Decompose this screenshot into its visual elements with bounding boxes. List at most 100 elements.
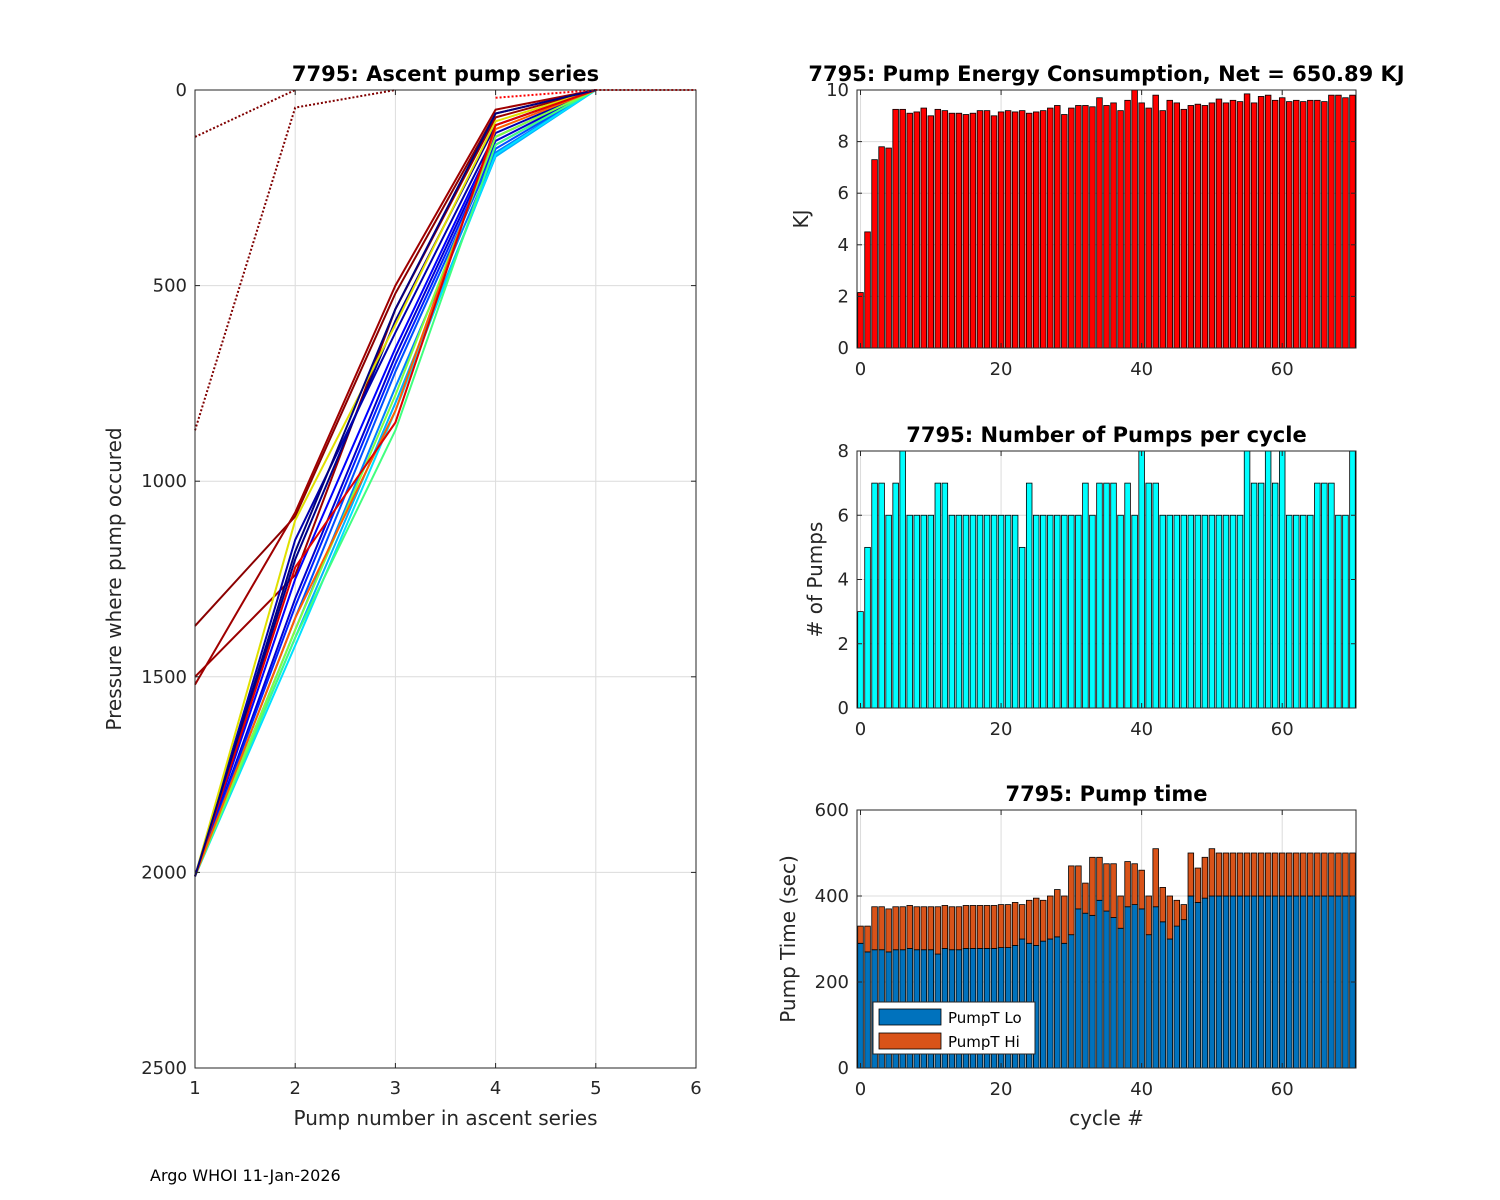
bar-pumpt-hi (1229, 852, 1237, 897)
bar-pumpt-lo (1047, 938, 1054, 1069)
bar-pumpt-hi (1194, 867, 1202, 903)
bar-pumpt-hi (1349, 852, 1356, 897)
bar-pumpt-hi (969, 905, 977, 949)
bar-pumpt-hi (1011, 902, 1019, 946)
bar (1243, 450, 1251, 709)
bar (1180, 514, 1188, 709)
bar (892, 108, 899, 349)
ascent-pump-axes-background (195, 90, 696, 1068)
y-tick-label: 6 (838, 505, 849, 526)
bar (983, 514, 991, 709)
bar (976, 110, 984, 349)
bar-pumpt-lo (1194, 902, 1202, 1069)
bar (1110, 482, 1117, 709)
bar (1082, 105, 1089, 349)
bar-pumpt-hi (1004, 904, 1012, 948)
bar-pumpt-hi (941, 905, 949, 949)
bar (1011, 111, 1019, 349)
bar-pumpt-hi (1068, 865, 1075, 936)
bar (913, 514, 920, 709)
bar (1194, 103, 1202, 349)
bar-pumpt-hi (1082, 882, 1089, 914)
bar (1278, 97, 1286, 349)
bar-pumpt-hi (1075, 865, 1082, 910)
y-tick-label: 10 (826, 80, 849, 101)
bar-pumpt-hi (857, 925, 864, 944)
pumps-axes: 0 20 40 60 0 2 4 6 8 7795: Number of Pumps per cy… (803, 423, 1357, 740)
x-tick-label: 40 (1130, 1079, 1153, 1100)
x-tick-label: 0 (855, 719, 866, 740)
bar (1286, 514, 1293, 709)
y-tick-label: 400 (815, 886, 849, 907)
bar (1068, 107, 1075, 349)
bar (1293, 99, 1300, 349)
x-axis-label: Pump number in ascent series (293, 1106, 597, 1130)
bar (1152, 94, 1159, 349)
pumptime-frame (856, 809, 1357, 1069)
bar-pumpt-lo (1328, 895, 1335, 1069)
y-tick-label: 500 (153, 276, 187, 297)
bar (1264, 94, 1272, 349)
legend-swatch (878, 1008, 942, 1026)
bar-pumpt-hi (1180, 904, 1188, 921)
bar-pumpt-hi (1138, 869, 1145, 910)
bar-pumpt-hi (1110, 863, 1117, 918)
x-tick-label: 1 (189, 1078, 200, 1099)
bar (990, 115, 998, 349)
bar-pumpt-hi (871, 906, 878, 951)
bar-pumpt-hi (927, 906, 935, 951)
y-tick-label: 2 (838, 634, 849, 655)
bar (1229, 99, 1237, 349)
bar (1257, 96, 1265, 349)
y-tick-label: 8 (838, 132, 849, 153)
chart-title: 7795: Pump Energy Consumption, Net = 650… (808, 62, 1404, 86)
bar-pumpt-lo (1215, 895, 1223, 1069)
bar (969, 514, 977, 709)
bar (1075, 514, 1082, 709)
x-tick-label: 60 (1271, 359, 1294, 380)
bar (871, 159, 878, 349)
bar (1089, 106, 1096, 349)
bar-pumpt-hi (1250, 852, 1258, 897)
bar-pumpt-lo (1103, 910, 1110, 1069)
bar (927, 514, 935, 709)
bar (1110, 102, 1117, 349)
bar-pumpt-lo (1159, 921, 1166, 1069)
y-tick-label: 200 (815, 972, 849, 993)
series-line (194, 89, 597, 877)
bar-pumpt-hi (1054, 889, 1061, 938)
bar (1103, 482, 1110, 709)
x-tick-label: 6 (690, 1078, 701, 1099)
bar (864, 546, 871, 709)
bar (990, 514, 998, 709)
y-tick-label: 600 (815, 800, 849, 821)
bar-pumpt-hi (1278, 852, 1286, 897)
y-axis-label: # of Pumps (803, 522, 827, 638)
bar (906, 514, 913, 709)
bar (1131, 89, 1138, 349)
bar (1215, 514, 1223, 709)
bar-pumpt-hi (878, 906, 885, 951)
bar-pumpt-hi (1166, 895, 1173, 940)
bar (1166, 514, 1173, 709)
bar-pumpt-hi (1335, 852, 1342, 897)
y-tick-label: 1000 (141, 471, 187, 492)
x-tick-label: 40 (1130, 719, 1153, 740)
bar-pumpt-hi (1208, 848, 1216, 897)
bar-pumpt-lo (1243, 895, 1251, 1069)
bar-pumpt-lo (1166, 938, 1173, 1069)
bar-pumpt-lo (1110, 917, 1117, 1069)
bar-pumpt-hi (1187, 852, 1195, 897)
bar (1082, 482, 1089, 709)
bar (1271, 99, 1279, 349)
bar (1187, 514, 1195, 709)
bar-pumpt-lo (1173, 925, 1180, 1069)
bar (1145, 107, 1152, 349)
y-tick-label: 4 (838, 235, 849, 256)
bar (1061, 514, 1068, 709)
bar-pumpt-hi (1124, 861, 1131, 908)
bar (1250, 482, 1258, 709)
bar (1335, 514, 1342, 709)
bar (1307, 514, 1314, 709)
bar (1096, 482, 1103, 709)
